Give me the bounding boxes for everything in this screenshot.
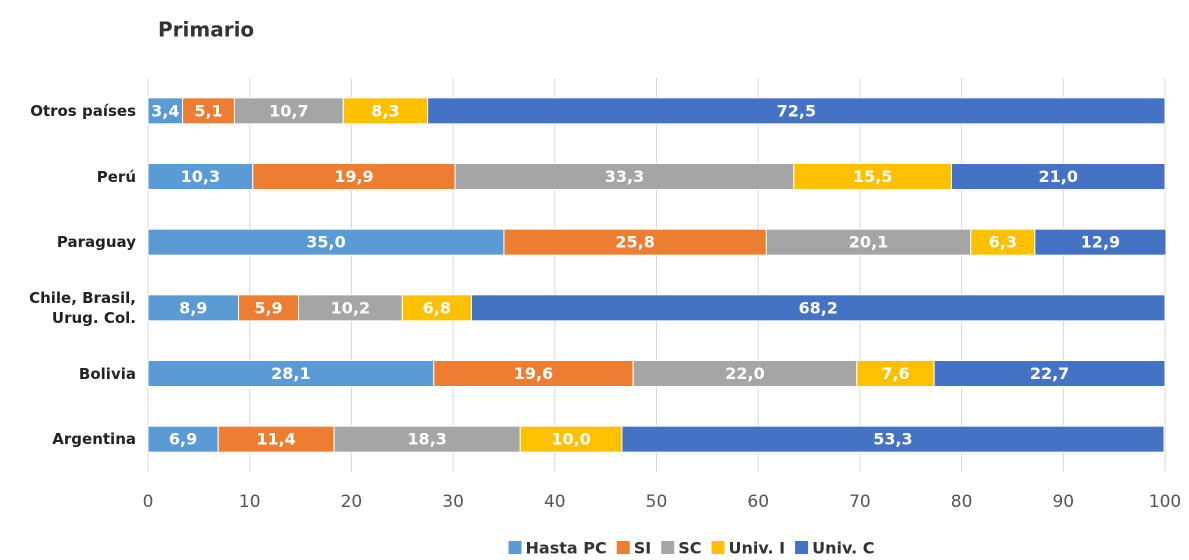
legend-swatch — [795, 541, 809, 554]
bar-segment — [147, 163, 254, 190]
data-label: 10,2 — [331, 298, 370, 317]
legend-swatch — [508, 541, 522, 554]
bar-segment — [342, 97, 429, 125]
bar-segment — [147, 228, 505, 256]
data-label: 18,3 — [407, 430, 446, 449]
x-tick-label: 50 — [646, 492, 668, 512]
y-tick-label: Chile, Brasil, Urug. Col. — [29, 288, 136, 327]
bar-segment — [238, 294, 300, 322]
data-label: 53,3 — [873, 430, 912, 449]
data-label: 6,9 — [169, 430, 197, 449]
bar-segment — [933, 360, 1166, 387]
bar-segment — [503, 228, 767, 256]
bar-segment — [856, 360, 935, 387]
data-label: 15,5 — [853, 167, 892, 186]
data-label: 19,6 — [514, 364, 553, 383]
data-label: 28,1 — [271, 364, 310, 383]
bar-segment — [147, 294, 240, 322]
bar-segment — [470, 294, 1166, 322]
data-label: 10,7 — [269, 101, 308, 120]
data-label: 12,9 — [1081, 233, 1120, 252]
legend-label: Hasta PC — [526, 539, 607, 558]
bar-segment — [217, 425, 335, 453]
x-tick-label: 100 — [1149, 492, 1181, 512]
y-tick-label: Perú — [96, 167, 136, 186]
data-label: 22,0 — [725, 364, 764, 383]
data-label: 20,1 — [849, 233, 888, 252]
legend-swatch — [616, 541, 630, 554]
legend-label: SI — [634, 539, 651, 558]
y-tick-label: Bolivia — [78, 364, 136, 383]
bar-segment — [182, 97, 235, 125]
bar-segment — [147, 97, 184, 125]
x-tick-label: 10 — [239, 492, 261, 512]
data-label: 11,4 — [256, 430, 295, 449]
data-label: 21,0 — [1038, 167, 1077, 186]
bar-segment — [621, 425, 1165, 453]
bar-segment — [765, 228, 972, 256]
x-tick-label: 0 — [143, 492, 154, 512]
bar-segment — [401, 294, 472, 322]
data-label: 25,8 — [615, 233, 654, 252]
bar-segment — [252, 163, 456, 190]
bar-segment — [632, 360, 858, 387]
data-label: 68,2 — [798, 298, 837, 317]
legend-swatch — [661, 541, 675, 554]
legend-swatch — [711, 541, 725, 554]
x-tick-label: 90 — [1052, 492, 1074, 512]
x-tick-label: 60 — [747, 492, 769, 512]
data-label: 7,6 — [881, 364, 909, 383]
legend-label: SC — [678, 539, 701, 558]
bar-segment — [519, 425, 623, 453]
x-tick-label: 70 — [849, 492, 871, 512]
data-label: 35,0 — [306, 233, 345, 252]
data-label: 8,3 — [371, 101, 399, 120]
data-label: 6,8 — [423, 298, 451, 317]
y-tick-label: Paraguay — [56, 233, 136, 252]
x-tick-label: 80 — [951, 492, 973, 512]
legend-label: Univ. C — [812, 539, 874, 558]
bar-segment — [793, 163, 952, 190]
bar-segment — [1034, 228, 1167, 256]
bar-segment — [427, 97, 1166, 125]
data-label: 5,9 — [254, 298, 282, 317]
y-tick-label: Otros países — [30, 101, 136, 120]
data-label: 19,9 — [334, 167, 373, 186]
data-label: 3,4 — [151, 101, 179, 120]
bar-segment — [433, 360, 634, 387]
bar-segment — [147, 425, 219, 453]
data-label: 72,5 — [777, 101, 816, 120]
x-tick-label: 20 — [341, 492, 363, 512]
bar-segment — [970, 228, 1036, 256]
x-tick-label: 40 — [544, 492, 566, 512]
bar-segment — [950, 163, 1166, 190]
data-label: 10,3 — [181, 167, 220, 186]
data-label: 6,3 — [989, 233, 1017, 252]
data-label: 10,0 — [551, 430, 590, 449]
data-label: 8,9 — [179, 298, 207, 317]
data-label: 5,1 — [194, 101, 222, 120]
bar-segment — [147, 360, 435, 387]
legend-label: Univ. I — [728, 539, 785, 558]
x-tick-label: 30 — [442, 492, 464, 512]
chart-title: Primario — [158, 18, 254, 42]
data-label: 33,3 — [605, 167, 644, 186]
y-tick-label: Argentina — [52, 430, 136, 449]
bar-segment — [298, 294, 403, 322]
data-label: 22,7 — [1030, 364, 1069, 383]
